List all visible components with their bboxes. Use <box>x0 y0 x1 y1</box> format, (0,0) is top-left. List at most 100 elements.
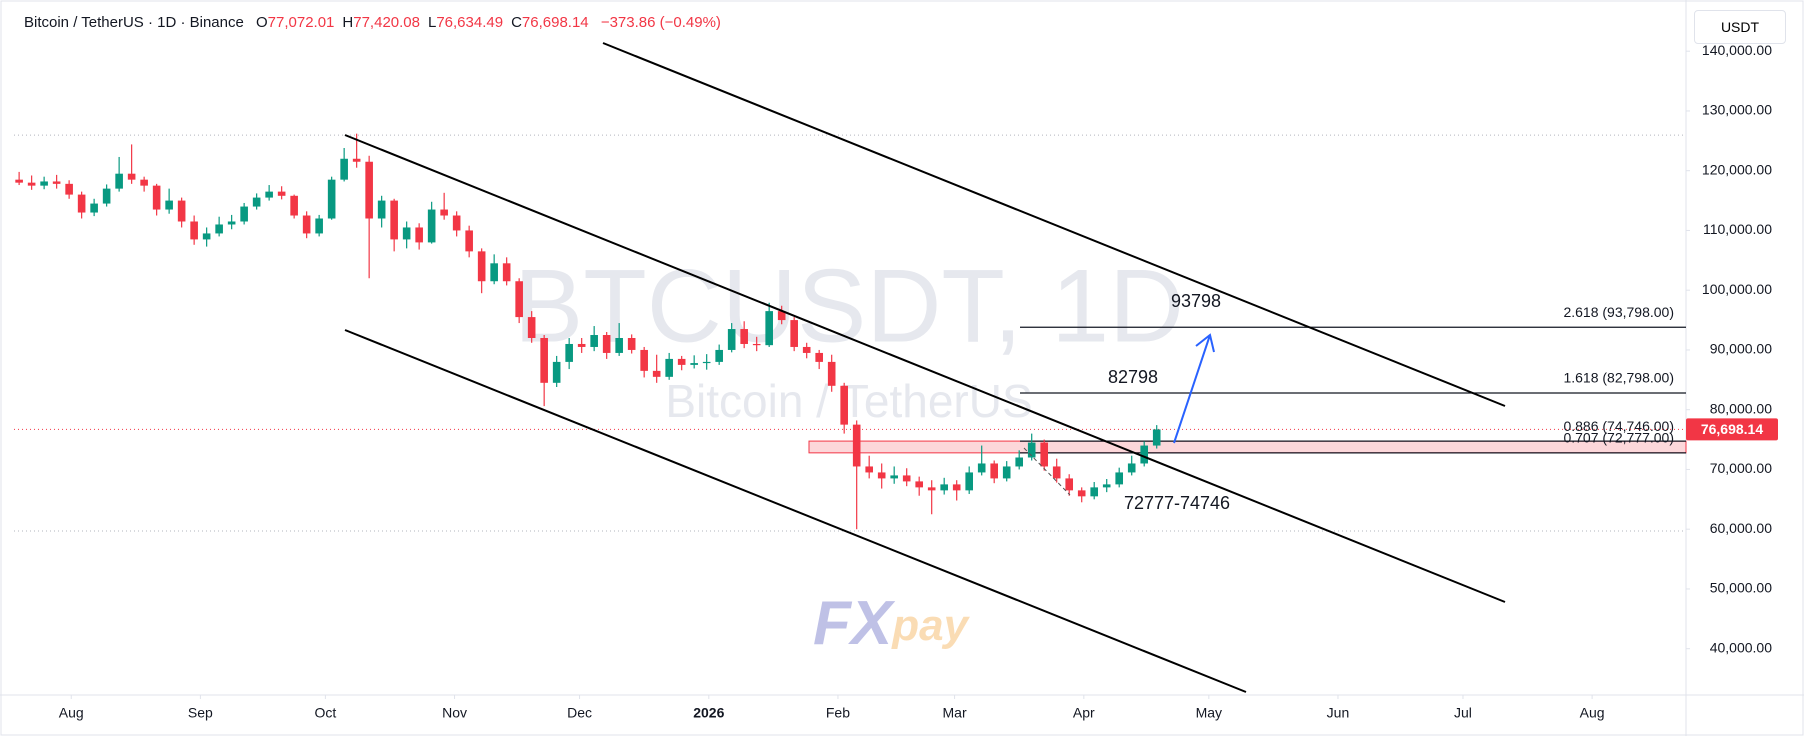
y-tick-label: 140,000.00 <box>1702 42 1772 58</box>
candle-body <box>715 349 723 362</box>
legend-value: 77,072.01 <box>267 14 335 31</box>
candle-body <box>777 311 786 321</box>
y-tick-label: 130,000.00 <box>1702 102 1772 118</box>
candle-body <box>765 311 773 346</box>
candle-body <box>1002 466 1011 479</box>
x-tick-label: Mar <box>943 705 967 721</box>
candle-body <box>390 200 398 240</box>
candle-body <box>427 209 436 243</box>
candle-body <box>190 221 198 240</box>
candle-body <box>265 191 273 198</box>
candle-body <box>290 195 298 216</box>
candle-body <box>1152 429 1161 446</box>
candle-body <box>902 475 911 482</box>
candle-body <box>565 343 573 362</box>
logo: FXpay <box>813 589 971 658</box>
legend-key: C <box>511 14 522 31</box>
annotation: 72777-74746 <box>1124 493 1230 513</box>
y-tick-label: 60,000.00 <box>1710 520 1772 536</box>
candle-body <box>352 158 361 162</box>
helper-line <box>1023 447 1071 496</box>
candle-body <box>665 358 673 377</box>
candle-body <box>702 361 711 364</box>
candle-body <box>965 472 973 491</box>
candle-body <box>577 343 586 347</box>
trend-line <box>344 329 1247 693</box>
candle-body <box>790 320 798 347</box>
candle-body <box>652 370 661 377</box>
candle-body <box>490 263 498 282</box>
candle-body <box>515 281 523 318</box>
y-tick-label: 70,000.00 <box>1710 460 1772 476</box>
currency-button[interactable]: USDT <box>1694 10 1786 44</box>
candle-body <box>277 191 286 196</box>
candle-body <box>727 329 736 350</box>
candle-body <box>202 233 211 240</box>
candle-body <box>302 215 311 234</box>
y-tick-label: 90,000.00 <box>1710 341 1772 357</box>
legend-value: 77,420.08 <box>353 14 420 31</box>
candle-body <box>977 463 986 473</box>
ohlc-legend: O77,072.01 H77,420.08 L76,634.49 C76,698.14 <box>256 14 597 31</box>
candle-body <box>102 188 111 204</box>
x-tick-label: 2026 <box>693 705 724 721</box>
x-tick-label: Aug <box>1580 705 1605 721</box>
candle-body <box>1077 490 1086 497</box>
change: −373.86 (−0.49%) <box>600 14 721 31</box>
symbol: Bitcoin / TetherUS · 1D · Binance <box>24 14 244 31</box>
y-tick-label: 40,000.00 <box>1710 639 1772 655</box>
trend-line <box>602 42 1506 407</box>
y-tick-label: 120,000.00 <box>1702 161 1772 177</box>
candle-body <box>915 481 923 488</box>
candle-body <box>1027 442 1036 458</box>
candle-body <box>402 227 411 240</box>
x-tick-label: Jul <box>1454 705 1472 721</box>
trend-line <box>344 134 1506 603</box>
candle-body <box>90 203 98 213</box>
logo-part: FX <box>813 589 896 658</box>
candle-body <box>927 487 936 491</box>
candle-body <box>677 358 686 365</box>
candle-body <box>340 158 348 180</box>
candle-body <box>552 361 561 383</box>
projection-arrow <box>1173 333 1215 444</box>
candle-body <box>115 173 123 189</box>
symbol-header: Bitcoin / TetherUS · 1D · Binance O77,07… <box>24 14 729 31</box>
x-tick-label: Dec <box>567 705 592 721</box>
candle-body <box>15 179 23 183</box>
candle-body <box>1115 472 1124 485</box>
candle-body <box>327 179 336 219</box>
candle-body <box>77 194 86 213</box>
candle-body <box>365 161 373 219</box>
candle-body <box>1140 445 1149 464</box>
candle-body <box>940 484 948 491</box>
annotation: 93798 <box>1171 291 1221 311</box>
candle-body <box>215 224 223 234</box>
candle-body <box>465 230 473 252</box>
candle-body <box>752 343 761 346</box>
candle-body <box>177 200 186 222</box>
candle-body <box>227 221 236 225</box>
candle-body <box>52 181 61 184</box>
candle-body <box>440 209 448 216</box>
x-tick-label: Nov <box>442 705 467 721</box>
fib-label: 2.618 (93,798.00) <box>1563 304 1674 320</box>
candle-body <box>1015 457 1024 467</box>
x-tick-label: May <box>1196 705 1222 721</box>
candle-body <box>1127 463 1136 473</box>
candle-body <box>1065 478 1074 491</box>
annotation: 82798 <box>1108 367 1158 387</box>
candle-body <box>815 352 823 362</box>
candle-body <box>990 463 998 479</box>
candle-body <box>590 335 598 347</box>
candle-body <box>377 200 386 219</box>
candle-body <box>802 346 811 353</box>
last-price-tag <box>1686 418 1778 441</box>
last-price-label: 76,698.14 <box>1701 421 1763 437</box>
candle-body <box>252 197 261 207</box>
candle-body <box>640 349 648 371</box>
candle-body <box>315 218 323 234</box>
candle-body <box>527 317 536 338</box>
